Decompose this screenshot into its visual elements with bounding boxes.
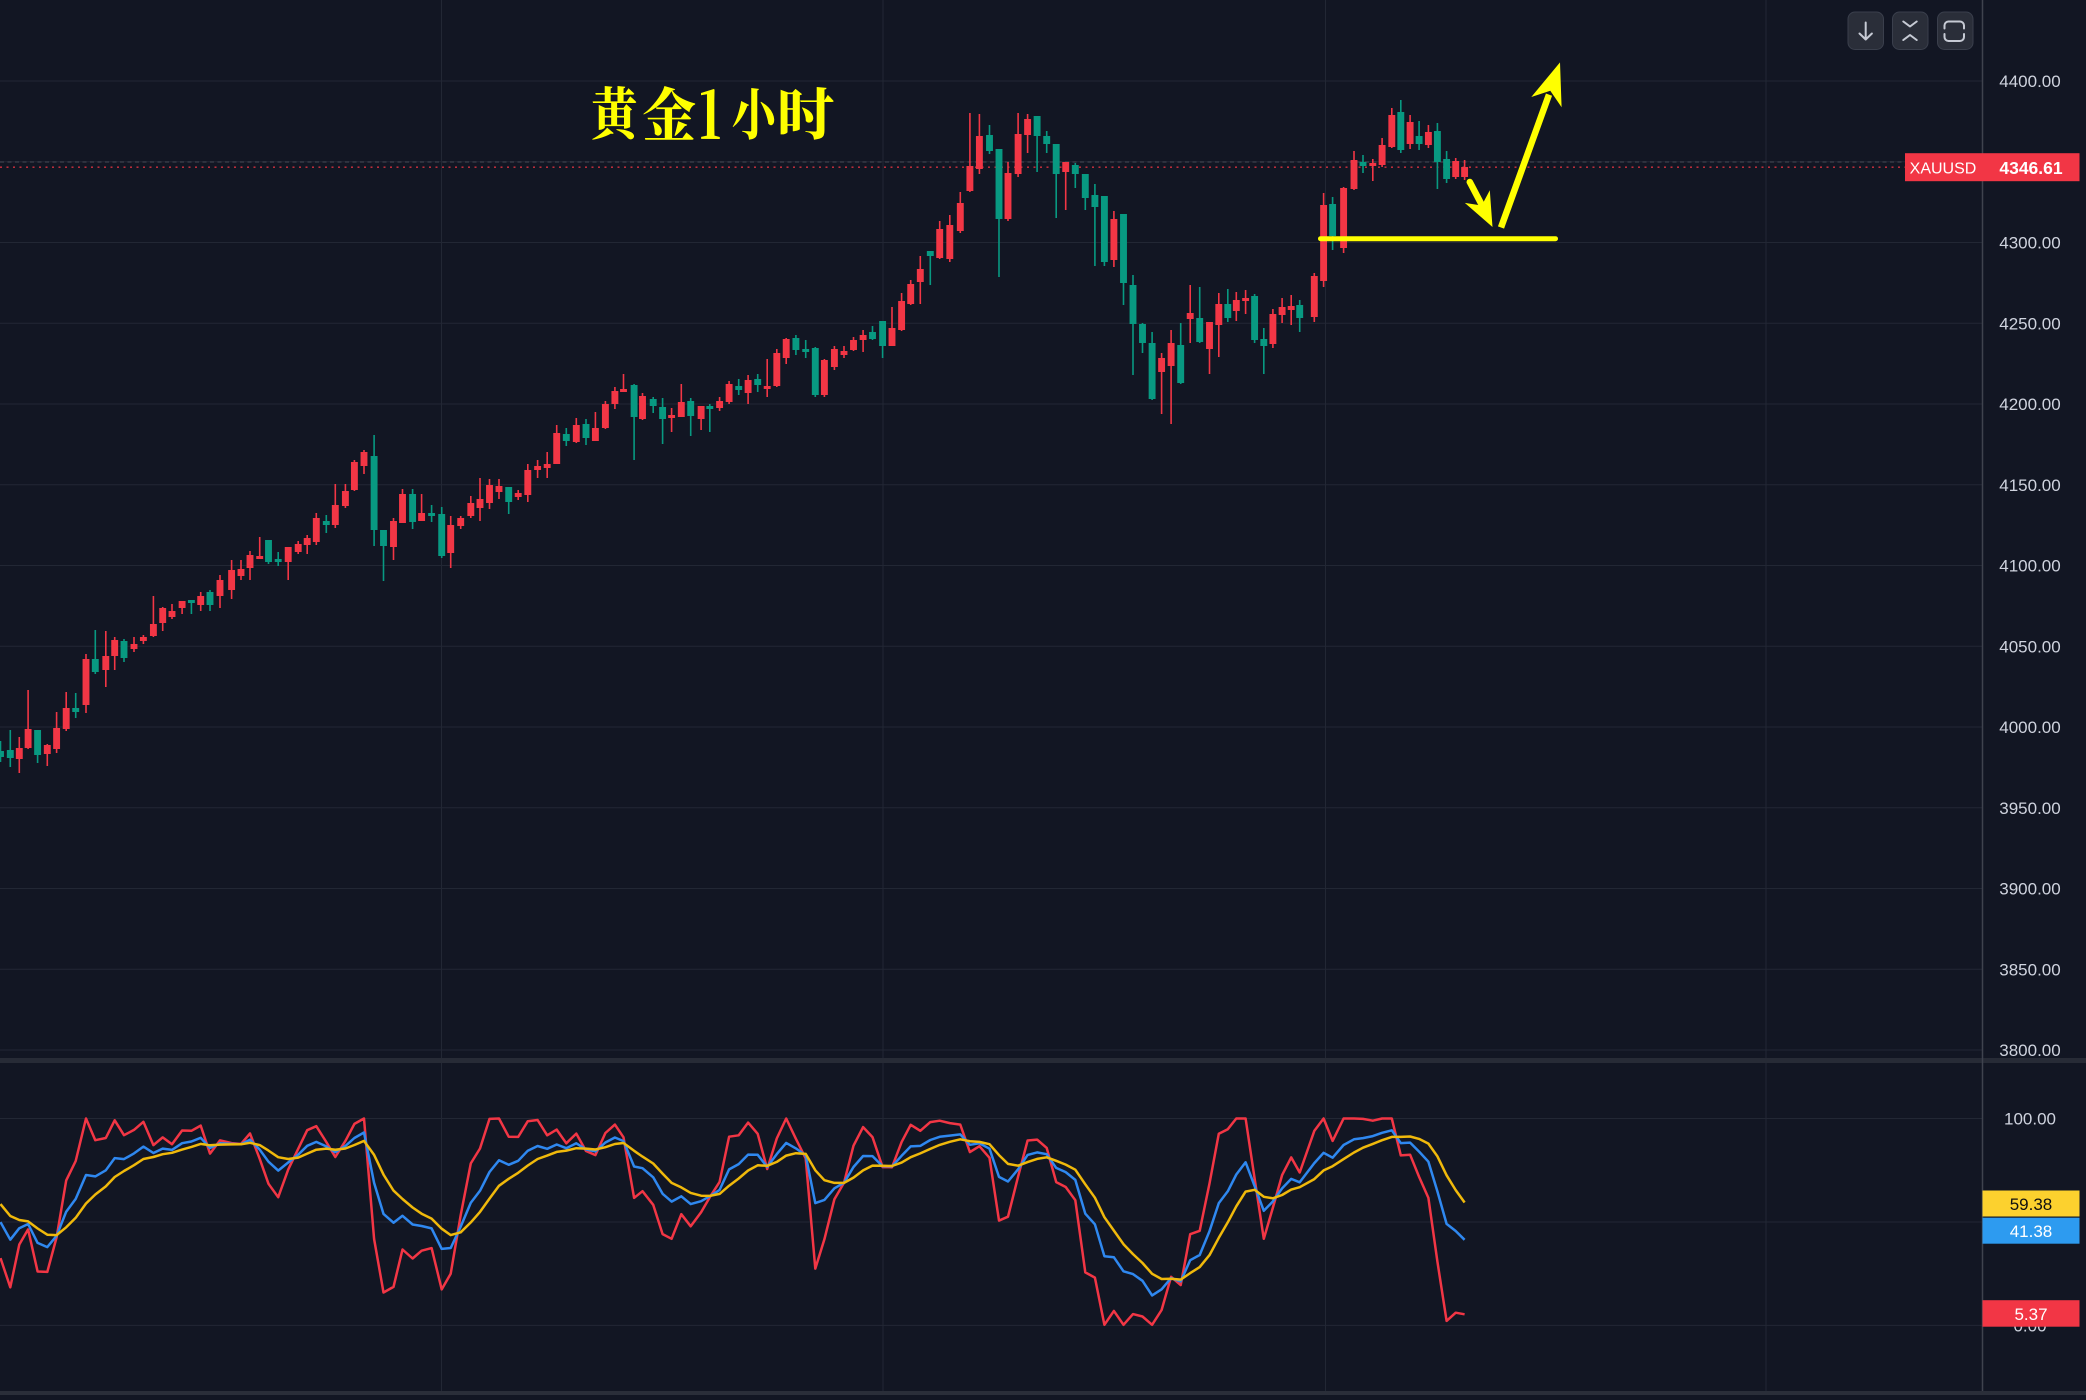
svg-text:3950.00: 3950.00 bbox=[1999, 799, 2060, 818]
svg-text:5.37: 5.37 bbox=[2014, 1305, 2047, 1324]
svg-text:4400.00: 4400.00 bbox=[1999, 72, 2060, 91]
svg-text:4200.00: 4200.00 bbox=[1999, 395, 2060, 414]
svg-text:XAUUSD: XAUUSD bbox=[1910, 161, 1977, 178]
svg-text:100.00: 100.00 bbox=[2004, 1110, 2056, 1129]
svg-text:3900.00: 3900.00 bbox=[1999, 880, 2060, 899]
svg-text:4300.00: 4300.00 bbox=[1999, 234, 2060, 253]
svg-text:3850.00: 3850.00 bbox=[1999, 960, 2060, 979]
svg-text:3800.00: 3800.00 bbox=[1999, 1041, 2060, 1060]
svg-text:4250.00: 4250.00 bbox=[1999, 314, 2060, 333]
svg-text:59.38: 59.38 bbox=[2010, 1195, 2053, 1214]
svg-text:4050.00: 4050.00 bbox=[1999, 637, 2060, 656]
svg-text:4346.61: 4346.61 bbox=[1999, 158, 2063, 178]
svg-text:41.38: 41.38 bbox=[2010, 1222, 2053, 1241]
svg-text:4150.00: 4150.00 bbox=[1999, 476, 2060, 495]
svg-text:4100.00: 4100.00 bbox=[1999, 557, 2060, 576]
svg-text:4000.00: 4000.00 bbox=[1999, 718, 2060, 737]
